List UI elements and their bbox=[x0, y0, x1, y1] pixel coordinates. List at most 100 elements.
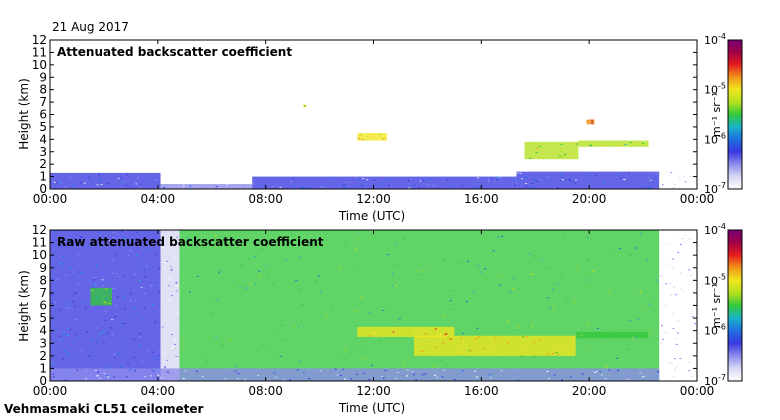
heatmap-cell bbox=[663, 184, 666, 186]
colorbar-tick-label: 10-5 bbox=[704, 272, 726, 287]
heatmap-cell bbox=[105, 298, 108, 300]
heatmap-cell bbox=[133, 273, 136, 275]
heatmap-cell bbox=[167, 285, 170, 287]
y-tick-label: 3 bbox=[39, 145, 47, 159]
heatmap-cell bbox=[135, 255, 138, 256]
heatmap-cell bbox=[402, 238, 405, 240]
heatmap-cell bbox=[522, 336, 524, 338]
heatmap-cell bbox=[146, 349, 149, 351]
y-tick-label: 10 bbox=[32, 248, 47, 262]
heatmap-cell bbox=[546, 353, 549, 355]
heatmap-cell bbox=[184, 370, 187, 372]
heatmap-cell bbox=[587, 348, 590, 350]
heatmap-cell bbox=[542, 158, 545, 160]
heatmap-cell bbox=[680, 288, 683, 290]
heatmap-cell bbox=[88, 177, 91, 179]
panel-raw: 00:00 04:00 08:00 12:00 16:00 20:00 00:0001234… bbox=[17, 223, 714, 415]
heatmap-cell bbox=[294, 185, 296, 187]
heatmap-cell bbox=[158, 291, 161, 293]
heatmap-cell bbox=[117, 177, 120, 179]
heatmap-cell bbox=[535, 152, 538, 154]
axes-attenuated: 00:00 04:00 08:00 12:00 16:00 20:00 00:0001234… bbox=[32, 33, 715, 206]
heatmap-cell bbox=[553, 187, 555, 189]
heatmap-cell bbox=[170, 286, 173, 288]
heatmap-cell bbox=[641, 186, 643, 188]
heatmap-cell bbox=[127, 254, 130, 256]
heatmap-cell bbox=[547, 342, 549, 344]
heatmap-cell bbox=[104, 302, 107, 304]
heatmap-cell bbox=[684, 250, 687, 252]
heatmap-cell bbox=[630, 335, 633, 337]
heatmap-cell bbox=[60, 247, 63, 249]
heatmap-cell bbox=[690, 365, 693, 366]
heatmap-cell bbox=[113, 353, 116, 355]
heatmap-cell bbox=[343, 242, 346, 243]
heatmap-cell bbox=[63, 332, 66, 334]
heatmap-cell bbox=[140, 183, 143, 185]
heatmap-cell bbox=[478, 374, 481, 376]
heatmap-cell bbox=[460, 337, 463, 339]
heatmap-cell bbox=[487, 178, 490, 180]
heatmap-cell bbox=[474, 370, 477, 372]
heatmap-cell bbox=[166, 260, 168, 262]
heatmap-cell bbox=[115, 304, 118, 306]
heatmap-cell bbox=[309, 242, 312, 244]
heatmap-cell bbox=[112, 237, 115, 238]
heatmap-cell bbox=[67, 303, 70, 305]
heatmap-cell bbox=[69, 329, 71, 331]
heatmap-cell bbox=[224, 378, 227, 380]
heatmap-cell bbox=[79, 271, 81, 273]
heatmap-cell bbox=[176, 313, 179, 315]
heatmap-cell bbox=[163, 347, 166, 349]
heatmap-cell bbox=[252, 176, 517, 189]
heatmap-cell bbox=[169, 299, 171, 301]
x-tick-label: 00:00 bbox=[680, 192, 715, 206]
heatmap-cell bbox=[58, 182, 61, 184]
heatmap-cell bbox=[115, 254, 118, 256]
heatmap-cell bbox=[600, 145, 603, 147]
x-tick-label: 20:00 bbox=[572, 384, 607, 398]
heatmap-cell bbox=[361, 358, 364, 359]
heatmap-cell bbox=[553, 374, 556, 376]
heatmap-cell bbox=[639, 292, 642, 294]
heatmap-cell bbox=[642, 335, 644, 337]
date-label: 21 Aug 2017 bbox=[52, 20, 129, 34]
heatmap-cell bbox=[587, 279, 590, 281]
heatmap-cell bbox=[156, 358, 159, 360]
heatmap-cell bbox=[439, 334, 442, 336]
heatmap-cell bbox=[688, 361, 691, 363]
heatmap-cell bbox=[476, 327, 479, 329]
heatmap-cell bbox=[465, 300, 468, 302]
heatmap-cell bbox=[672, 376, 675, 378]
heatmap-cell bbox=[52, 362, 54, 364]
heatmap-cell bbox=[654, 176, 657, 178]
heatmap-cell bbox=[572, 153, 575, 155]
heatmap-cell bbox=[67, 355, 70, 357]
heatmap-cell bbox=[573, 339, 576, 341]
colorbar-raw: 10-4 10-5 10-6 10-7 m⁻¹ sr⁻¹ bbox=[704, 222, 743, 388]
heatmap-cell bbox=[391, 273, 394, 275]
heatmap-cell bbox=[642, 143, 645, 144]
heatmap-cell bbox=[393, 265, 396, 267]
heatmap-cell bbox=[677, 252, 680, 253]
heatmap-cell bbox=[525, 183, 528, 184]
heatmap-cell bbox=[461, 371, 463, 373]
heatmap-cell bbox=[477, 265, 479, 267]
heatmap-cell bbox=[128, 369, 131, 371]
heatmap-cell bbox=[134, 370, 137, 372]
heatmap-cell bbox=[108, 303, 111, 304]
heatmap-cell bbox=[343, 358, 346, 360]
heatmap-cell bbox=[433, 366, 436, 367]
heatmap-cell bbox=[281, 339, 284, 341]
plot-area-raw bbox=[50, 230, 697, 381]
heatmap-cell bbox=[670, 294, 673, 296]
heatmap-cell bbox=[91, 340, 94, 342]
heatmap-cell bbox=[532, 273, 534, 275]
heatmap-cell bbox=[561, 379, 563, 381]
heatmap-cell bbox=[670, 363, 673, 365]
heatmap-cell bbox=[67, 353, 70, 355]
heatmap-cell bbox=[640, 233, 642, 235]
heatmap-cell bbox=[357, 178, 360, 180]
heatmap-cell bbox=[413, 335, 576, 356]
heatmap-cell bbox=[119, 366, 122, 368]
